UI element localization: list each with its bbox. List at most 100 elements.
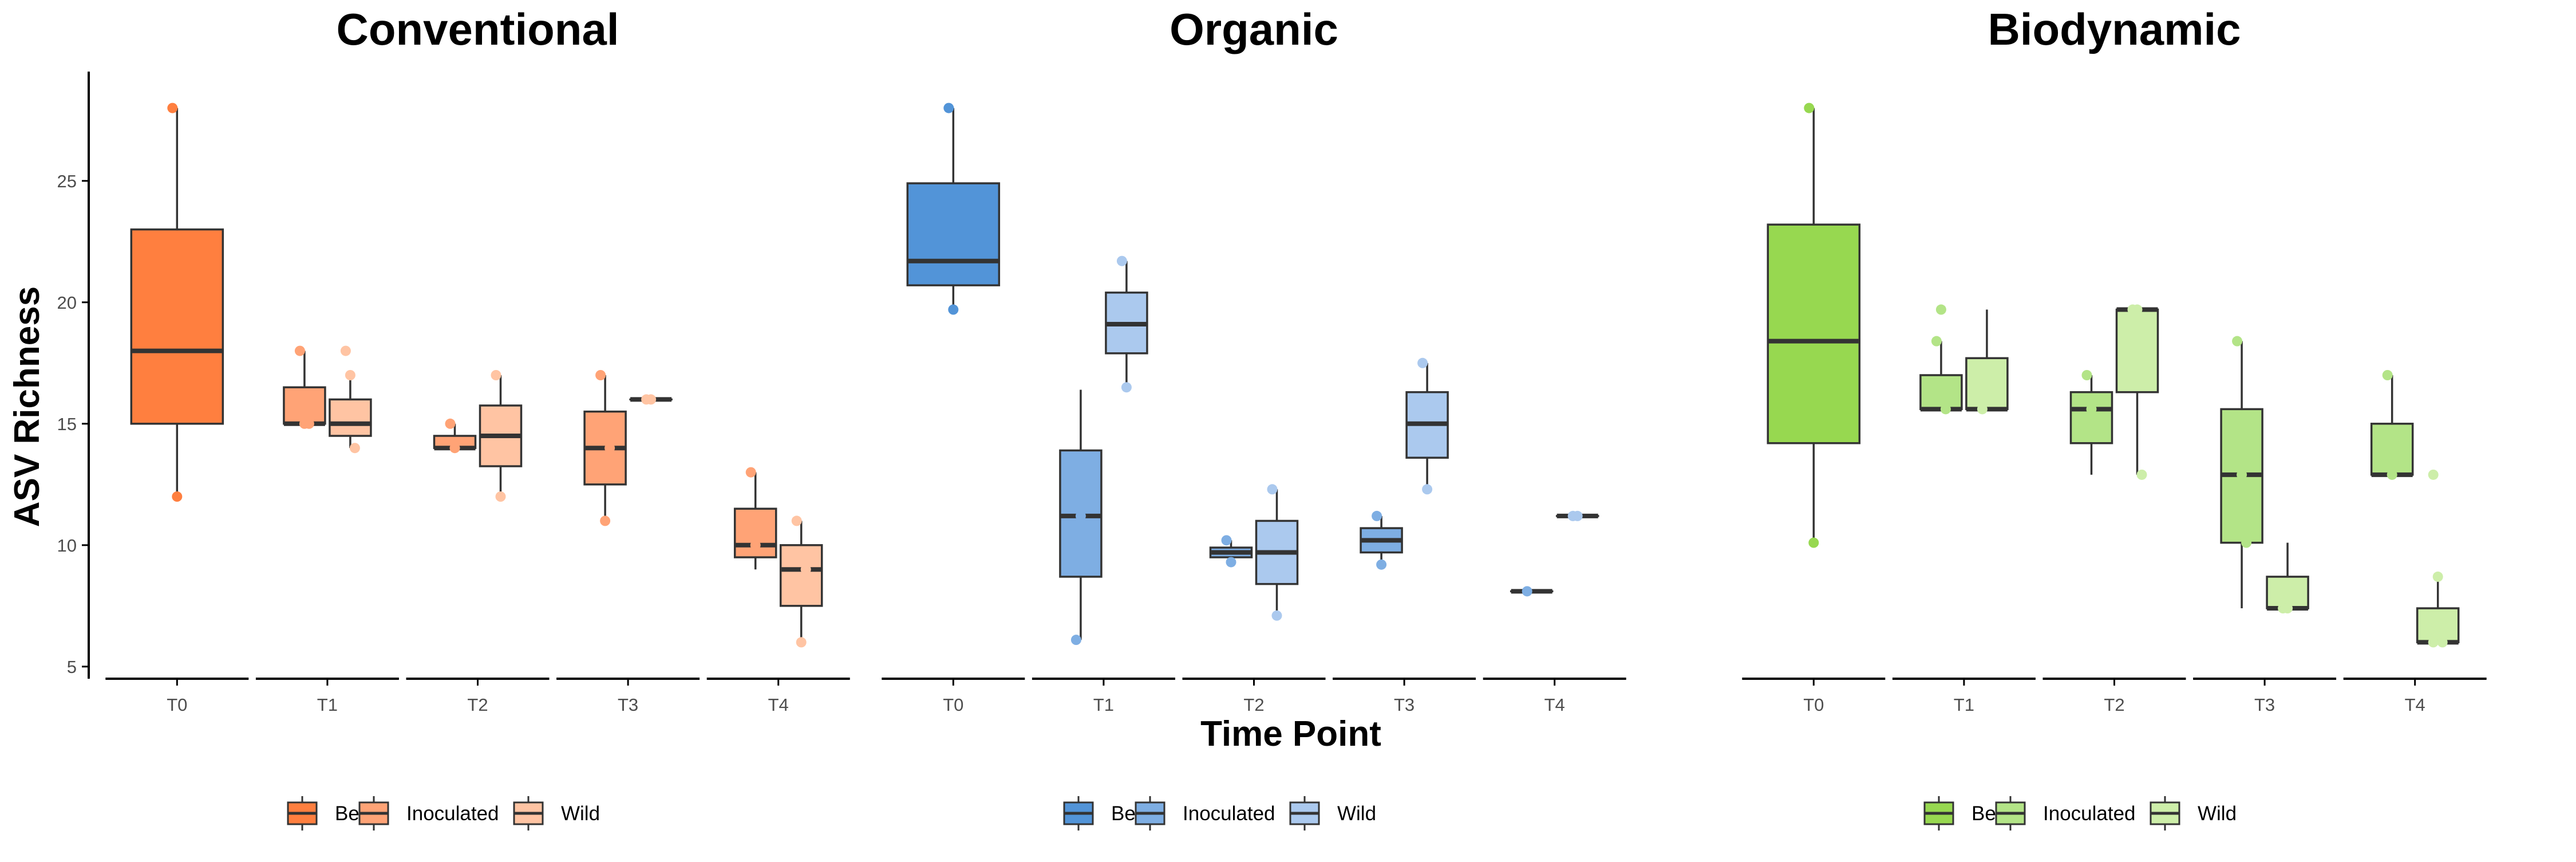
box-body [2117,310,2158,392]
box-t3-inoculated [584,370,626,526]
data-point [1267,484,1278,494]
box-t3-wild [2267,543,2308,613]
data-point [600,515,610,526]
data-point [595,370,606,380]
data-point [341,346,351,356]
data-point [2237,470,2247,480]
legend-item-wild: Wild [2151,796,2237,830]
x-tick-label: T1 [1093,695,1114,715]
data-point [1121,382,1132,392]
box-body [330,399,371,436]
data-point [948,305,958,315]
data-point [2437,637,2448,647]
box-t3-inoculated [2221,336,2262,608]
legend-label: Inoculated [2043,802,2136,825]
y-tick-label: 15 [57,414,77,434]
data-point [1573,511,1583,521]
data-point [350,443,360,453]
data-point [2232,336,2242,347]
box-t2-wild [2117,305,2158,480]
data-point [450,443,460,453]
data-point [2387,470,2397,480]
box-body [1921,375,1962,409]
legend-item-inoculated: Inoculated [1136,796,1275,830]
legend-label: Inoculated [1183,802,1275,825]
data-point [943,103,954,113]
box-t4-wild [781,515,822,647]
box-t4-wild [1557,511,1598,521]
box-body [1768,225,1859,443]
facet-biodynamic: BiodynamicT0T1T2T3T4BerryInoculatedWild [1742,4,2486,830]
box-body [781,545,822,606]
legend-biodynamic: BerryInoculatedWild [1925,796,2237,830]
box-t0-berry [131,103,223,502]
x-tick-label: T2 [467,695,488,715]
data-point [2383,370,2393,380]
box-t4-inoculated [1511,586,1552,596]
box-t3-wild [1406,358,1448,494]
legend-item-wild: Wild [514,796,600,830]
data-point [1522,586,1532,596]
x-axis-title: Time Point [1200,714,1381,754]
data-point [1936,305,1946,315]
box-t1-inoculated [1921,305,1962,415]
box-body [1966,358,2008,409]
data-point [1941,404,1951,414]
box-t1-wild [1966,310,2008,415]
facet-title: Biodynamic [1988,4,2241,54]
data-point [1422,484,1432,494]
data-point [746,467,756,478]
legend-conventional: BerryInoculatedWild [288,796,600,830]
data-point [1076,511,1086,521]
data-point [345,370,355,380]
data-point [445,419,456,429]
data-point [172,491,182,502]
data-point [304,419,314,429]
data-point [1804,103,1814,113]
data-point [1808,538,1819,548]
data-point [2428,470,2439,480]
legend-item-wild: Wild [1290,796,1376,830]
y-tick-label: 25 [57,171,77,191]
x-tick-label: T4 [1544,695,1565,715]
data-point [1417,358,1428,368]
box-t0-berry [907,103,999,315]
box-t2-wild [1257,484,1298,620]
box-body [131,230,223,424]
legend-label: Inoculated [406,802,499,825]
x-tick-label: T3 [618,695,638,715]
data-point [2428,637,2439,647]
data-point [2282,603,2293,613]
data-point [1222,535,1232,545]
legend-organic: BerryInoculatedWild [1064,796,1376,830]
box-body [2417,608,2459,642]
x-tick-label: T2 [1243,695,1264,715]
box-t4-inoculated [735,467,776,570]
facet-title: Conventional [336,4,619,54]
box-t4-inoculated [2372,370,2413,480]
data-point [646,394,656,404]
box-t1-inoculated [284,346,325,429]
legend-label: Wild [2198,802,2237,825]
data-point [801,564,811,574]
data-point [2241,538,2251,548]
legend-item-inoculated: Inoculated [1996,796,2136,830]
box-t4-wild [2417,470,2459,648]
x-tick-label: T1 [1954,695,1974,715]
x-tick-label: T3 [2254,695,2275,715]
box-t0-berry [1768,103,1859,548]
x-tick-label: T2 [2104,695,2124,715]
x-tick-label: T0 [167,695,187,715]
data-point [491,370,501,380]
x-tick-label: T1 [317,695,338,715]
data-point [1372,511,1382,521]
box-body [2372,424,2413,475]
data-point [2082,370,2092,380]
data-point [2087,404,2097,414]
box-body [284,387,325,424]
facet-conventional: ConventionalT0T1T2T3T4BerryInoculatedWil… [105,4,850,830]
box-t1-wild [1106,256,1147,392]
data-point [792,515,802,526]
